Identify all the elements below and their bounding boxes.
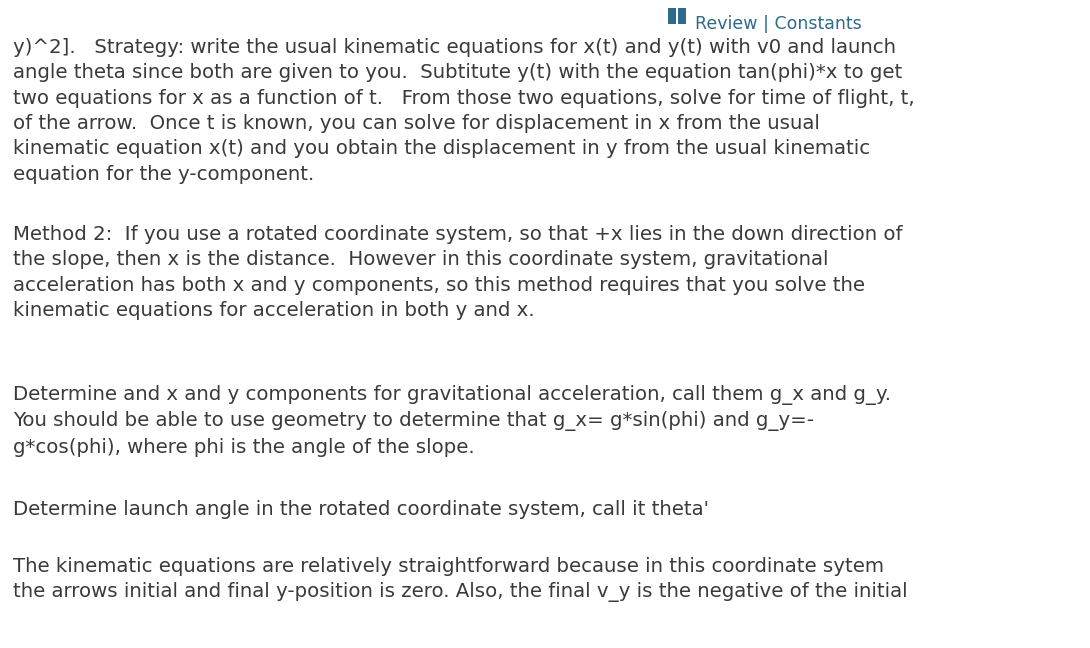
- Text: The kinematic equations are relatively straightforward because in this coordinat: The kinematic equations are relatively s…: [13, 557, 908, 602]
- FancyBboxPatch shape: [678, 8, 686, 24]
- Text: y)^2].   Strategy: write the usual kinematic equations for x(t) and y(t) with v0: y)^2]. Strategy: write the usual kinemat…: [13, 38, 915, 183]
- FancyBboxPatch shape: [668, 8, 676, 24]
- Text: Review | Constants: Review | Constants: [695, 15, 862, 33]
- Text: Determine and x and y components for gravitational acceleration, call them g_x a: Determine and x and y components for gra…: [13, 385, 891, 457]
- Text: Method 2:  If you use a rotated coordinate system, so that +x lies in the down d: Method 2: If you use a rotated coordinat…: [13, 225, 903, 320]
- Text: Determine launch angle in the rotated coordinate system, call it theta': Determine launch angle in the rotated co…: [13, 500, 708, 519]
